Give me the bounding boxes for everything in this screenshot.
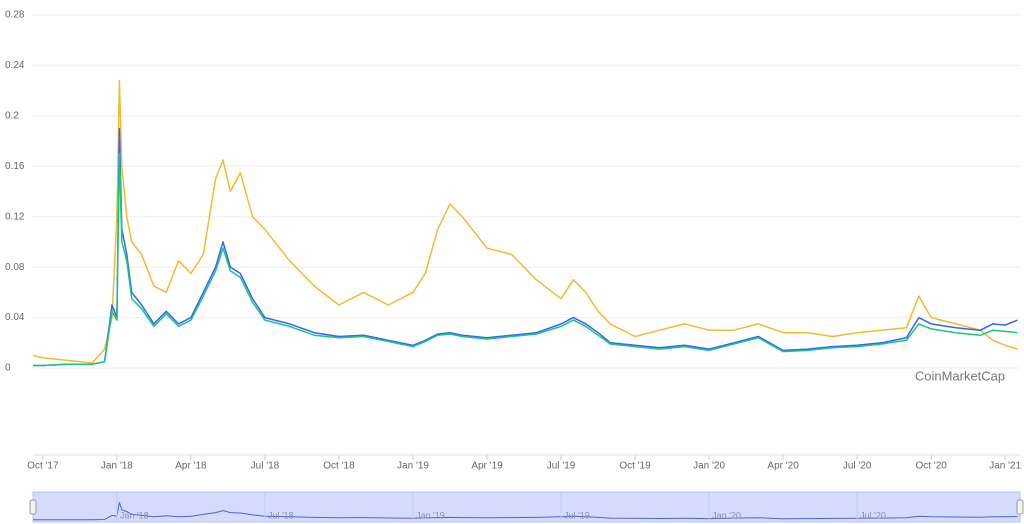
navigator-line (33, 502, 1018, 521)
x-tick-label: Oct '17 (27, 461, 59, 472)
x-tick-label: Jan '19 (397, 461, 429, 472)
price-line (32, 79, 1018, 364)
navigator-tick-label: Jan '18 (120, 510, 149, 520)
navigator-tick-label: Jul '19 (564, 510, 590, 520)
x-tick-label: Apr '18 (175, 461, 207, 472)
y-tick-label: 0.04 (5, 312, 25, 323)
x-tick-label: Jan '20 (693, 461, 725, 472)
navigator-handle[interactable] (29, 499, 37, 515)
x-tick-label: Apr '19 (471, 461, 503, 472)
y-tick-label: 0 (5, 363, 11, 374)
y-tick-label: 0.28 (5, 10, 25, 21)
y-tick-label: 0.2 (5, 110, 19, 121)
navigator-tick-label: Jul '18 (268, 510, 294, 520)
navigator-handle[interactable] (1016, 499, 1024, 515)
navigator-tick-label: Jan '20 (712, 510, 741, 520)
x-tick-label: Jul '18 (251, 461, 280, 472)
navigator-tick-label: Jan '19 (416, 510, 445, 520)
x-tick-label: Jul '19 (547, 461, 576, 472)
y-tick-label: 0.16 (5, 161, 25, 172)
y-tick-label: 0.08 (5, 262, 25, 273)
x-tick-label: Oct '19 (619, 461, 651, 472)
navigator-tick-label: Jul '20 (860, 510, 886, 520)
price-line (33, 127, 1018, 367)
x-tick-label: Jan '18 (101, 461, 133, 472)
x-tick-label: Oct '20 (915, 461, 947, 472)
price-line (33, 152, 1018, 367)
x-tick-label: Jan '21 (989, 461, 1021, 472)
x-tick-label: Jul '20 (843, 461, 872, 472)
x-tick-label: Oct '18 (323, 461, 355, 472)
x-tick-label: Apr '20 (767, 461, 799, 472)
y-tick-label: 0.12 (5, 211, 25, 222)
watermark: CoinMarketCap (915, 368, 1005, 383)
y-tick-label: 0.24 (5, 60, 25, 71)
